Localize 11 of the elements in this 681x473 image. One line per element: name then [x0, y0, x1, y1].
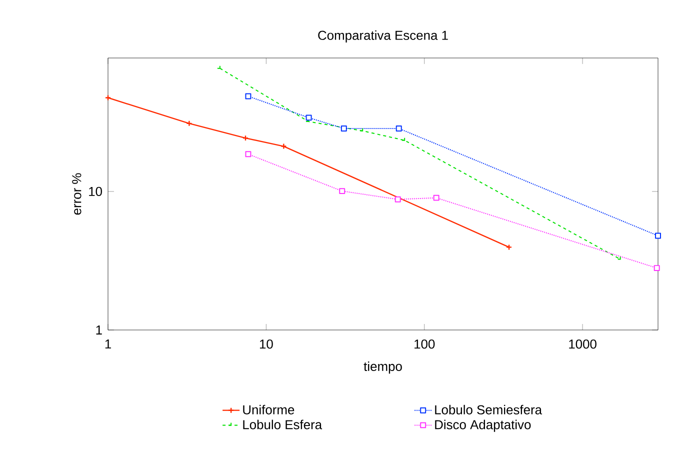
x-tick-label: 10 [260, 340, 273, 349]
x-axis-title: tiempo [364, 362, 402, 374]
chart-title: Comparativa Escena 1 [318, 30, 448, 42]
y-axis-title: error % [72, 173, 82, 215]
x-tick-label: 1000 [569, 340, 596, 349]
legend-label: Uniforme [243, 404, 294, 414]
legend-label: Disco Adaptativo [435, 420, 531, 432]
legend-label: Lobulo Semiesfera [435, 404, 542, 414]
x-tick-label: 1 [105, 340, 111, 348]
legend-label: Lobulo Esfera [243, 420, 322, 430]
x-tick-label: 100 [414, 340, 435, 349]
